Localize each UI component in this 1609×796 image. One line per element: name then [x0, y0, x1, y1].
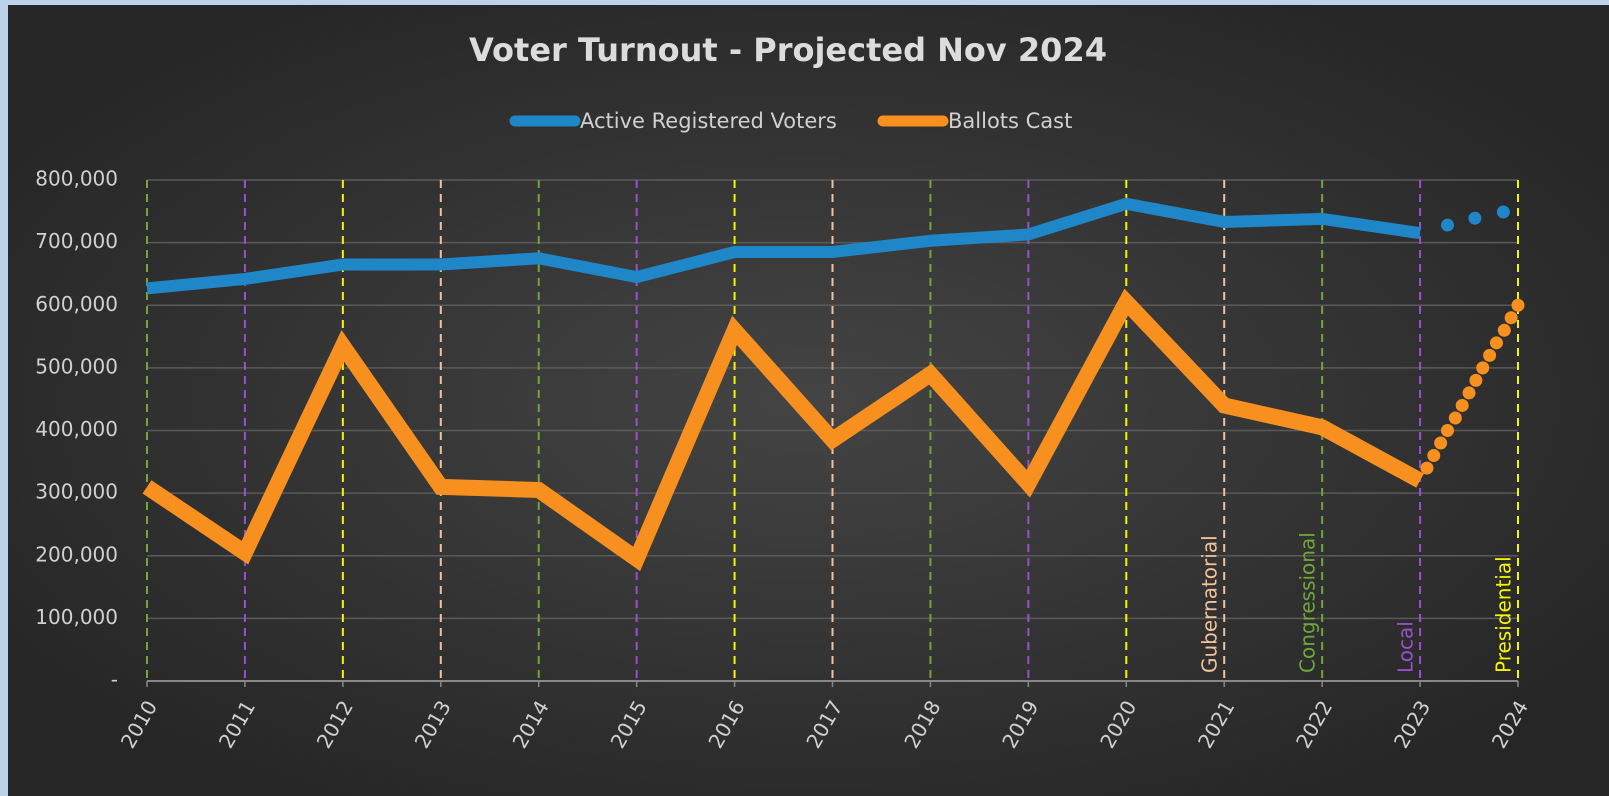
annotation: Congressional [1296, 532, 1320, 673]
y-tick-label: - [111, 668, 118, 692]
chart-background [8, 5, 1609, 796]
projection-dot [1468, 211, 1482, 225]
projection-dot [1440, 424, 1454, 437]
projection-dot [1420, 461, 1434, 475]
series-line [142, 288, 1424, 572]
projection-dot [1476, 361, 1490, 375]
projection-dot [1455, 398, 1469, 412]
y-tick-label: 800,000 [35, 167, 118, 191]
projection-dot [1434, 436, 1448, 450]
projection-dot [1448, 411, 1462, 425]
annotation: Gubernatorial [1198, 535, 1222, 673]
projection-dot [1483, 348, 1497, 362]
y-tick-label: 200,000 [35, 542, 118, 566]
projection-dot [1489, 336, 1503, 350]
series-line [146, 197, 1421, 295]
y-tick-label: 700,000 [35, 229, 118, 253]
legend-label: Ballots Cast [948, 109, 1072, 133]
projection-dot [1497, 323, 1511, 337]
projection-dot [1504, 311, 1518, 325]
y-tick-label: 400,000 [35, 417, 118, 441]
y-tick-label: 500,000 [35, 354, 118, 378]
y-tick-label: 300,000 [35, 480, 118, 504]
annotation: Local [1394, 621, 1418, 673]
projection-dot [1427, 449, 1441, 463]
legend-label: Active Registered Voters [580, 109, 837, 133]
annotation: Presidential [1492, 556, 1516, 673]
chart-title: Voter Turnout - Projected Nov 2024 [469, 31, 1107, 69]
projection-dot [1440, 218, 1454, 232]
projection-dot [1469, 373, 1483, 387]
projection-dot [1511, 298, 1525, 312]
y-tick-label: 600,000 [35, 292, 118, 316]
projection-dot [1462, 386, 1476, 400]
y-tick-label: 100,000 [35, 605, 118, 629]
projection-dot [1496, 205, 1510, 219]
